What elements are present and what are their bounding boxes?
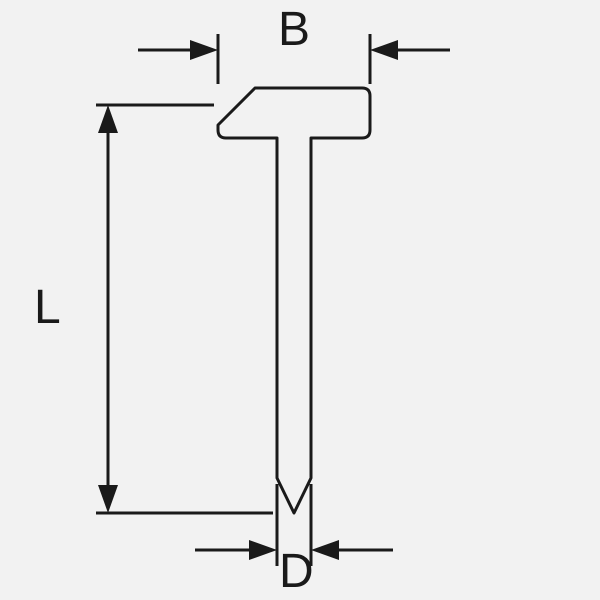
diagram-svg <box>0 0 600 600</box>
diagram-canvas: B L D <box>0 0 600 600</box>
label-B: B <box>278 2 310 57</box>
label-D: D <box>279 544 314 599</box>
label-L: L <box>34 280 61 335</box>
